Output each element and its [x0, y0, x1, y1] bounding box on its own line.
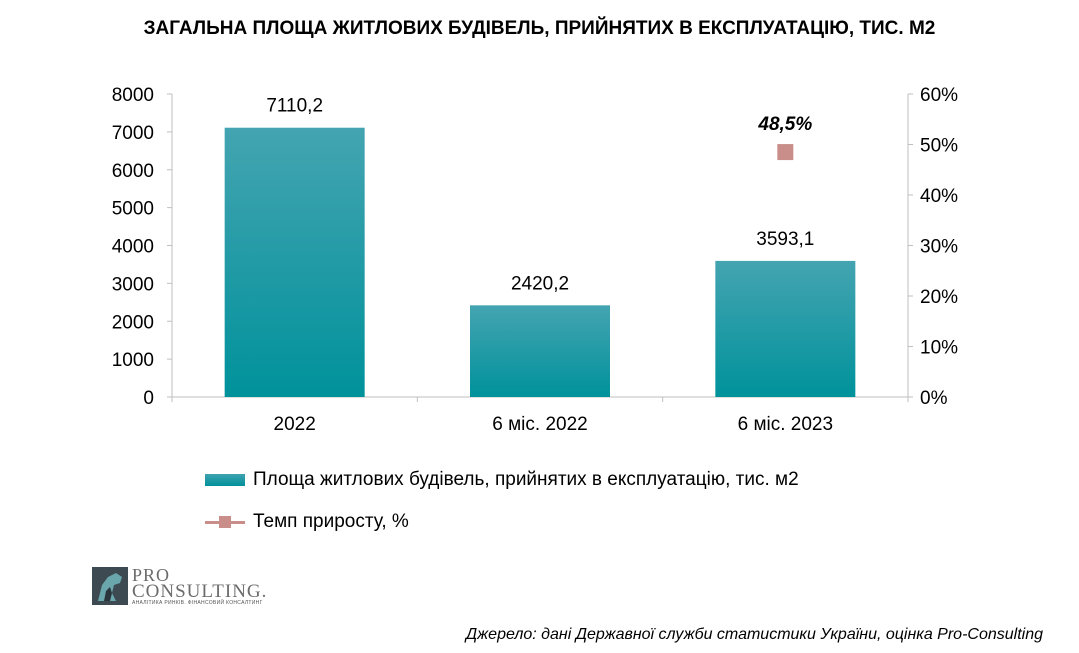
legend-label-area: Площа житлових будівель, прийнятих в екс… — [253, 469, 799, 490]
bar — [224, 127, 365, 397]
y-tick-label: 8000 — [112, 85, 154, 106]
y-tick-label: 7000 — [112, 123, 154, 144]
y2-tick-label: 30% — [920, 237, 958, 258]
y-tick-label: 3000 — [112, 274, 154, 295]
bar-data-label: 2420,2 — [511, 273, 569, 294]
chart-title: ЗАГАЛЬНА ПЛОЩА ЖИТЛОВИХ БУДІВЕЛЬ, ПРИЙНЯ… — [143, 18, 936, 39]
y-tick-label: 6000 — [112, 161, 154, 182]
y2-tick-label: 40% — [920, 186, 958, 207]
legend-item-area: Площа житлових будівель, прийнятих в екс… — [205, 466, 799, 494]
chart-plot: 0 1000 2000 3000 4000 5000 6000 7000 8000 0% 10% 2… — [112, 85, 958, 435]
y-tick-label: 0 — [143, 388, 154, 409]
chart-legend: Площа житлових будівель, прийнятих в екс… — [205, 466, 799, 550]
legend-swatch-marker — [205, 516, 245, 528]
y-tick-label: 2000 — [112, 312, 154, 333]
x-tick-label: 6 міс. 2022 — [492, 414, 587, 435]
y-tick-label: 4000 — [112, 237, 154, 258]
logo-consulting-text: CONSULTING. — [132, 581, 268, 602]
y2-tick-label: 0% — [920, 388, 948, 409]
logo-pro-text: PRO — [132, 565, 171, 585]
bar-data-label: 7110,2 — [266, 96, 323, 117]
y2-tick-label: 50% — [920, 136, 958, 157]
legend-label-growth: Темп приросту, % — [253, 511, 409, 532]
y2-tick-label: 20% — [920, 287, 958, 308]
bar-data-label: 3593,1 — [756, 229, 814, 250]
horse-logo-icon — [92, 567, 128, 605]
legend-swatch-bar — [205, 474, 245, 486]
x-tick-label: 2022 — [274, 414, 316, 435]
y-tick-label: 1000 — [112, 350, 154, 371]
x-tick-label: 6 міс. 2023 — [738, 414, 833, 435]
source-note: Джерело: дані Державної служби статистик… — [465, 626, 1043, 643]
growth-data-label: 48,5% — [757, 114, 812, 135]
growth-marker — [777, 144, 794, 161]
bar — [715, 260, 856, 397]
pro-consulting-logo: PRO CONSULTING. АНАЛІТИКА РИНКІВ. ФІНАНС… — [92, 565, 268, 607]
legend-item-growth: Темп приросту, % — [205, 508, 799, 536]
y-tick-label: 5000 — [112, 199, 154, 220]
y2-tick-label: 10% — [920, 338, 958, 359]
logo-tagline: АНАЛІТИКА РИНКІВ. ФІНАНСОВИЙ КОНСАЛТИНГ — [132, 600, 263, 606]
y2-tick-label: 60% — [920, 85, 958, 106]
bar — [470, 305, 610, 397]
